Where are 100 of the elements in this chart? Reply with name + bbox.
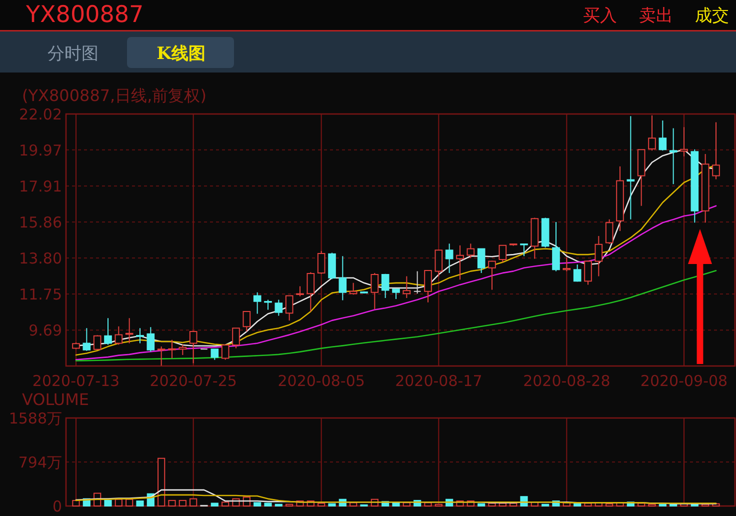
text: 成交 xyxy=(695,6,729,26)
candlestick xyxy=(189,330,198,364)
line-series xyxy=(75,205,717,360)
candlestick xyxy=(477,248,486,274)
candlestick xyxy=(125,318,134,344)
chart-title: VOLUME xyxy=(22,390,89,409)
bar xyxy=(328,503,336,506)
bar xyxy=(254,502,262,506)
candlestick xyxy=(306,272,315,312)
candlestick xyxy=(552,221,560,272)
candlestick xyxy=(392,288,400,300)
candlestick xyxy=(370,272,379,310)
candlestick xyxy=(712,122,720,180)
y-tick-label: 13.80 xyxy=(19,249,62,268)
text: 买入 xyxy=(583,6,617,26)
candlestick xyxy=(434,249,443,277)
candlestick xyxy=(146,326,155,352)
candlestick xyxy=(178,344,187,356)
bar xyxy=(104,500,112,506)
text: YX800887 xyxy=(25,2,144,28)
y-tick-label: 17.91 xyxy=(19,177,62,196)
y-tick-label: 9.69 xyxy=(28,321,62,340)
candlestick xyxy=(232,327,240,349)
bar xyxy=(318,502,326,506)
candlestick xyxy=(541,217,550,248)
bar xyxy=(136,500,144,506)
bar xyxy=(210,502,218,506)
candlestick xyxy=(168,339,176,359)
candlestick xyxy=(466,243,475,258)
y-tick-label: 22.02 xyxy=(19,105,62,124)
bar xyxy=(72,500,80,506)
candlestick xyxy=(296,286,304,297)
line-series xyxy=(75,494,717,504)
candlestick xyxy=(488,260,496,290)
x-tick-label: 2020-08-17 xyxy=(395,372,482,390)
candlestick xyxy=(253,292,262,314)
candlestick xyxy=(402,276,411,299)
bar xyxy=(158,458,166,506)
x-tick-label: 2020-08-05 xyxy=(278,372,365,390)
candlestick xyxy=(264,299,272,310)
text: 分时图 xyxy=(48,44,98,64)
bar xyxy=(264,502,272,506)
candlestick xyxy=(338,256,347,301)
bar xyxy=(168,500,176,506)
x-tick-label: 2020-07-13 xyxy=(32,372,120,390)
candlestick xyxy=(520,243,528,257)
bar xyxy=(606,503,614,506)
candlestick xyxy=(285,294,294,321)
candlestick xyxy=(93,334,102,351)
candlestick xyxy=(424,269,432,303)
candlestick xyxy=(104,318,112,346)
candlestick xyxy=(584,260,592,286)
candlestick xyxy=(274,299,283,316)
candlestick xyxy=(445,243,454,274)
candlestick xyxy=(626,116,635,220)
x-tick-label: 2020-08-28 xyxy=(523,372,610,390)
bar xyxy=(126,498,134,506)
text: 卖出 xyxy=(639,6,673,26)
candlestick xyxy=(360,290,368,294)
candlestick xyxy=(381,273,390,299)
candlestick xyxy=(114,326,123,346)
candlestick xyxy=(637,148,646,206)
y-tick-label: 11.75 xyxy=(19,285,62,304)
candlestick xyxy=(669,128,678,185)
candlestick xyxy=(72,342,80,350)
x-tick-label: 2020-07-25 xyxy=(150,372,237,390)
candlestick xyxy=(82,328,91,352)
candlestick xyxy=(498,244,507,263)
candlestick xyxy=(509,243,518,246)
candlestick xyxy=(562,257,571,272)
y-tick-label: 15.86 xyxy=(19,213,62,232)
x-tick-label: 2020-09-08 xyxy=(640,372,728,390)
y-tick-label: 19.97 xyxy=(19,141,62,160)
candlestick xyxy=(136,328,144,344)
candlestick xyxy=(413,270,422,294)
candlestick xyxy=(605,218,614,245)
candlestick xyxy=(701,153,710,224)
bar xyxy=(178,500,186,506)
bar xyxy=(190,498,198,506)
candlestick xyxy=(594,235,603,277)
candlestick xyxy=(616,166,624,232)
bar xyxy=(222,502,230,506)
candlestick xyxy=(658,120,667,152)
candlestick xyxy=(221,344,230,360)
chart-title: (YX800887,日线,前复权) xyxy=(22,86,206,105)
candlestick xyxy=(573,264,582,282)
candlestick xyxy=(242,310,251,332)
candlestick xyxy=(210,348,219,360)
candlestick xyxy=(456,244,464,280)
text: K线图 xyxy=(156,44,206,64)
candlestick xyxy=(680,126,688,157)
line-series xyxy=(75,270,717,362)
candlestick xyxy=(317,250,326,274)
y-tick-label: 794万 xyxy=(18,453,62,472)
candlestick xyxy=(530,217,539,260)
candlestick xyxy=(690,148,699,224)
bar xyxy=(478,503,486,506)
candlestick xyxy=(349,282,358,296)
candlestick xyxy=(328,252,336,280)
candlestick xyxy=(157,346,166,366)
